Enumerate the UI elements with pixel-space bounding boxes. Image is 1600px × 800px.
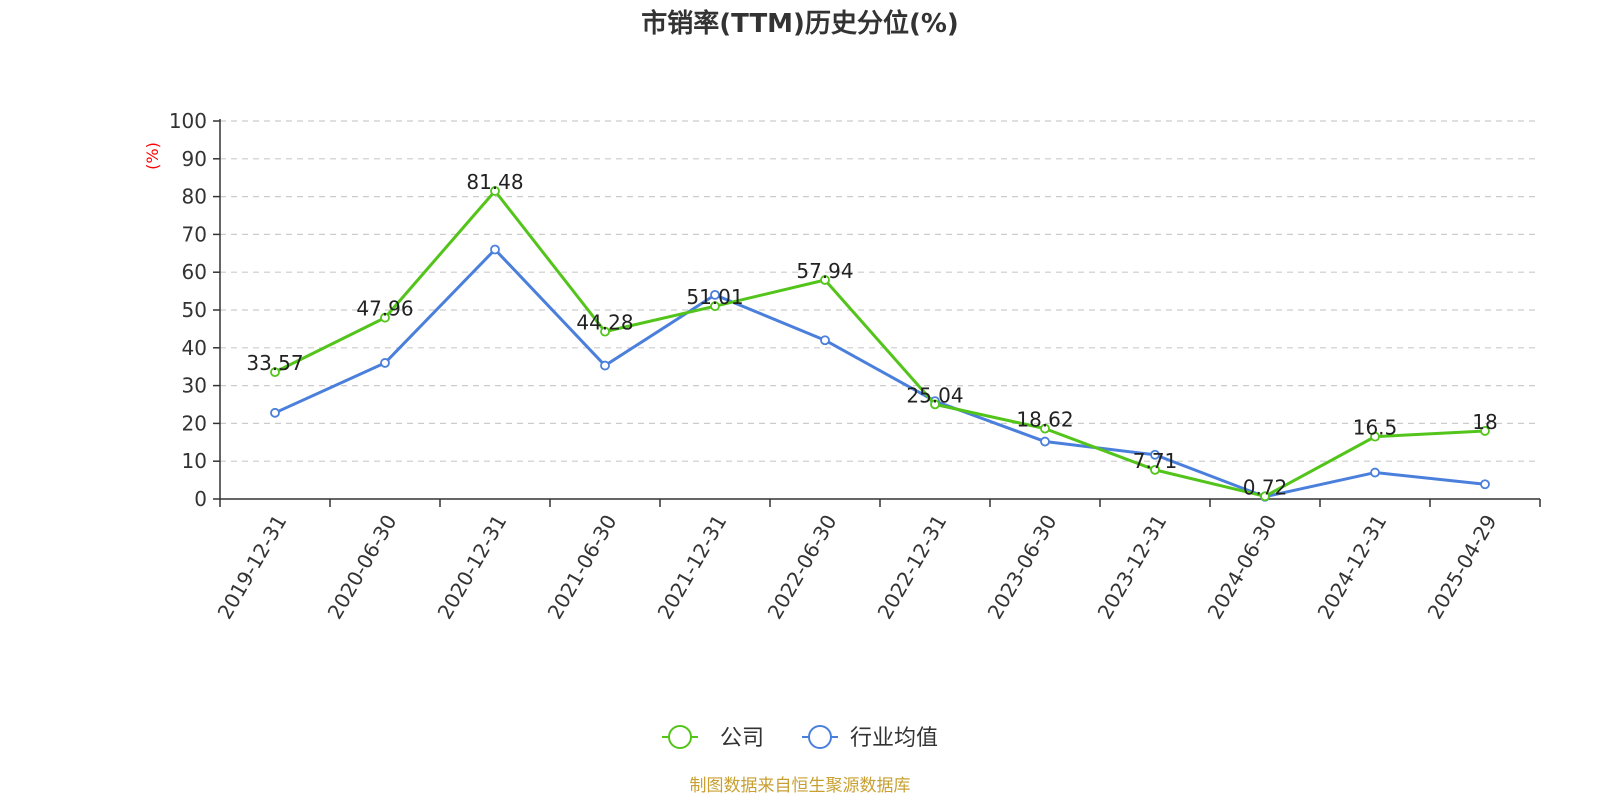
data-point[interactable] [1370, 467, 1380, 478]
data-point[interactable] [1150, 449, 1160, 460]
data-point[interactable] [1150, 464, 1160, 475]
data-point[interactable] [490, 186, 500, 196]
y-tick-label: 30 [182, 374, 207, 398]
x-tick-label: 2021-06-30 [543, 511, 622, 624]
data-point[interactable] [270, 367, 280, 378]
y-tick-label: 80 [182, 185, 207, 209]
data-label: 33.57 [246, 351, 303, 375]
data-point[interactable] [270, 407, 280, 418]
y-tick-label: 0 [194, 487, 207, 511]
data-label: 57.94 [796, 259, 853, 283]
y-tick-label: 70 [182, 222, 207, 246]
data-point[interactable] [1040, 436, 1050, 447]
y-tick-label: 40 [182, 336, 207, 360]
data-point[interactable] [490, 244, 500, 255]
data-point[interactable] [710, 289, 720, 300]
chart-title: 市销率(TTM)历史分位(%) [641, 8, 959, 39]
series-line [274, 189, 1486, 498]
legend[interactable]: 公司 行业均值 [662, 725, 938, 751]
y-tick-label: 100 [169, 109, 207, 133]
data-label: 44.28 [576, 311, 633, 335]
x-tick-label: 2023-06-30 [983, 511, 1062, 624]
y-tick-label: 20 [182, 411, 207, 435]
legend-marker[interactable] [668, 725, 692, 749]
data-label: 16.5 [1353, 416, 1398, 440]
x-tick-label: 2020-12-31 [433, 511, 512, 624]
legend-label[interactable]: 公司 [720, 726, 764, 751]
data-point[interactable] [600, 326, 610, 337]
data-point[interactable] [380, 312, 390, 323]
y-tick-label: 50 [182, 298, 207, 322]
x-tick-label: 2023-12-31 [1093, 511, 1172, 624]
data-label: 25.04 [906, 383, 963, 407]
data-point[interactable] [1040, 423, 1050, 434]
data-point[interactable] [930, 399, 940, 410]
x-tick-label: 2019-12-31 [213, 511, 292, 624]
legend-marker[interactable] [808, 725, 832, 749]
legend-label[interactable]: 行业均值 [850, 726, 938, 751]
y-axis-unit-label: (%) [143, 142, 162, 170]
data-labels: 33.57 47.96 81.48 44.28 51.01 57.94 25.04 18.62… [246, 170, 1497, 499]
data-point[interactable] [600, 360, 610, 371]
x-tick-label: 2022-12-31 [873, 511, 952, 624]
x-tick-label: 2025-04-29 [1423, 511, 1502, 624]
x-tick-label: 2022-06-30 [763, 511, 842, 624]
y-tick-label: 60 [182, 260, 207, 284]
grid-lines [220, 120, 1540, 462]
data-point[interactable] [1370, 431, 1380, 442]
x-tick-label: 2024-06-30 [1203, 511, 1282, 624]
data-point[interactable] [710, 301, 720, 312]
data-label: 18.62 [1016, 408, 1073, 432]
y-tick-label: 10 [182, 449, 207, 473]
data-point[interactable] [820, 275, 830, 285]
data-point[interactable] [1480, 479, 1490, 490]
y-tick-label: 90 [182, 147, 207, 171]
data-point[interactable] [380, 358, 390, 368]
source-note: 制图数据来自恒生聚源数据库 [690, 776, 911, 796]
data-label: 51.01 [686, 285, 743, 309]
data-label: 81.48 [466, 170, 523, 194]
x-tick-label: 2024-12-31 [1313, 511, 1392, 624]
series-line [274, 248, 1486, 499]
series-layer [270, 186, 1490, 502]
data-point[interactable] [1260, 491, 1270, 502]
data-label: 0.72 [1243, 475, 1288, 499]
data-point[interactable] [1480, 426, 1490, 436]
data-label: 18 [1472, 410, 1497, 434]
data-label: 7.71 [1133, 449, 1178, 473]
x-tick-label: 2021-12-31 [653, 511, 732, 624]
x-tick-label: 2020-06-30 [323, 511, 402, 624]
data-label: 47.96 [356, 297, 413, 321]
data-point[interactable] [820, 335, 830, 346]
